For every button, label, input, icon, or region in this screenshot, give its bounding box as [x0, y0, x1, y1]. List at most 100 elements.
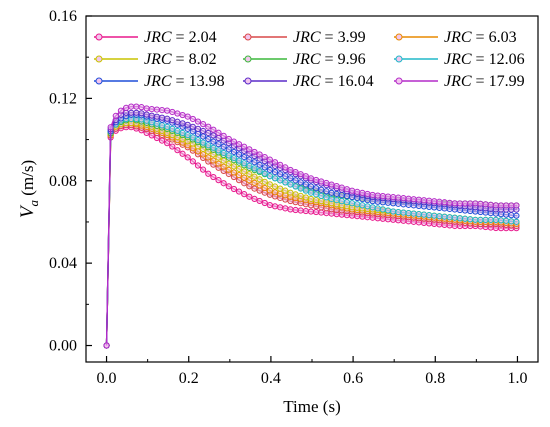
data-point: [302, 181, 309, 188]
data-point: [318, 209, 325, 216]
data-point: [369, 204, 376, 211]
data-point: [364, 190, 371, 198]
data-point: [205, 154, 212, 161]
data-point: [410, 210, 417, 217]
data-point: [230, 138, 238, 145]
legend-swatch-marker: [244, 77, 252, 85]
data-point: [297, 179, 304, 186]
data-point: [420, 211, 428, 218]
legend-item: JRC = 3.99: [243, 29, 366, 46]
data-point: [261, 178, 268, 185]
data-point: [426, 212, 433, 219]
data-point: [246, 193, 253, 200]
data-point: [251, 159, 258, 166]
data-point: [220, 157, 227, 164]
data-point: [333, 190, 340, 198]
data-point: [395, 194, 402, 201]
series-line: [105, 118, 518, 346]
data-point: [482, 201, 489, 208]
data-point: [194, 130, 202, 138]
data-point: [215, 154, 222, 161]
data-point: [107, 124, 114, 131]
data-point: [292, 183, 299, 190]
data-point: [235, 188, 243, 195]
data-point: [426, 197, 433, 204]
data-point: [251, 173, 258, 180]
data-point: [133, 109, 140, 116]
legend-swatch-marker: [395, 77, 403, 85]
data-point: [282, 173, 289, 180]
data-point: [261, 199, 268, 207]
data-point: [271, 159, 279, 166]
data-point: [287, 175, 294, 182]
data-point: [256, 176, 263, 183]
data-point: [492, 216, 499, 223]
data-point: [241, 174, 248, 181]
data-point: [384, 193, 392, 200]
data-point: [328, 195, 335, 203]
data-point: [395, 208, 402, 216]
legend-swatch-marker: [244, 33, 252, 41]
data-point: [251, 179, 258, 186]
data-point: [307, 175, 315, 182]
data-point: [164, 107, 171, 114]
data-point: [461, 200, 469, 207]
series-6: [103, 115, 520, 349]
series-line: [105, 118, 518, 346]
data-point: [313, 176, 320, 184]
legend-item: JRC = 8.02: [94, 51, 217, 68]
data-point: [292, 206, 299, 214]
data-point: [210, 138, 217, 145]
data-point: [271, 169, 279, 176]
data-point: [492, 202, 499, 209]
data-point: [117, 107, 125, 114]
data-point: [210, 173, 217, 181]
data-point: [338, 198, 345, 205]
data-point: [246, 177, 253, 184]
data-point: [174, 118, 181, 125]
series-line: [105, 122, 518, 346]
data-point: [246, 156, 253, 163]
legend-item: JRC = 12.06: [394, 51, 525, 68]
data-point: [277, 177, 284, 184]
data-point: [333, 183, 340, 190]
data-point: [210, 144, 217, 151]
data-point: [158, 122, 166, 129]
data-point: [246, 162, 253, 169]
data-point: [122, 104, 130, 112]
data-point: [354, 201, 361, 208]
data-point: [277, 171, 284, 178]
data-point: [318, 178, 325, 185]
series-9: [103, 103, 520, 349]
legend-label: JRC = 8.02: [144, 51, 217, 68]
data-point: [472, 216, 479, 223]
data-point: [200, 133, 207, 140]
data-point: [235, 157, 243, 164]
data-point: [261, 164, 268, 171]
data-point: [302, 207, 309, 215]
y-axis-unit: (m/s): [18, 160, 37, 196]
legend-label: JRC = 17.99: [444, 73, 525, 90]
data-point: [225, 183, 232, 190]
legend-swatch-marker: [244, 55, 252, 63]
data-point: [384, 207, 392, 214]
data-point: [241, 191, 248, 198]
data-point: [513, 212, 520, 219]
data-point: [497, 202, 505, 209]
data-point: [328, 181, 335, 188]
data-point: [220, 132, 227, 139]
legend-label: JRC = 16.04: [293, 73, 374, 90]
data-point: [302, 194, 309, 201]
data-point: [225, 152, 232, 159]
data-point: [200, 151, 207, 158]
data-point: [405, 210, 412, 217]
x-tick-label: 0.6: [343, 370, 363, 387]
data-point: [307, 183, 315, 190]
data-point: [184, 131, 191, 139]
data-point: [266, 173, 273, 180]
data-point: [235, 172, 243, 179]
data-point: [497, 217, 505, 224]
legend-swatch-marker: [95, 77, 103, 85]
data-point: [179, 129, 186, 137]
data-point: [179, 111, 186, 119]
